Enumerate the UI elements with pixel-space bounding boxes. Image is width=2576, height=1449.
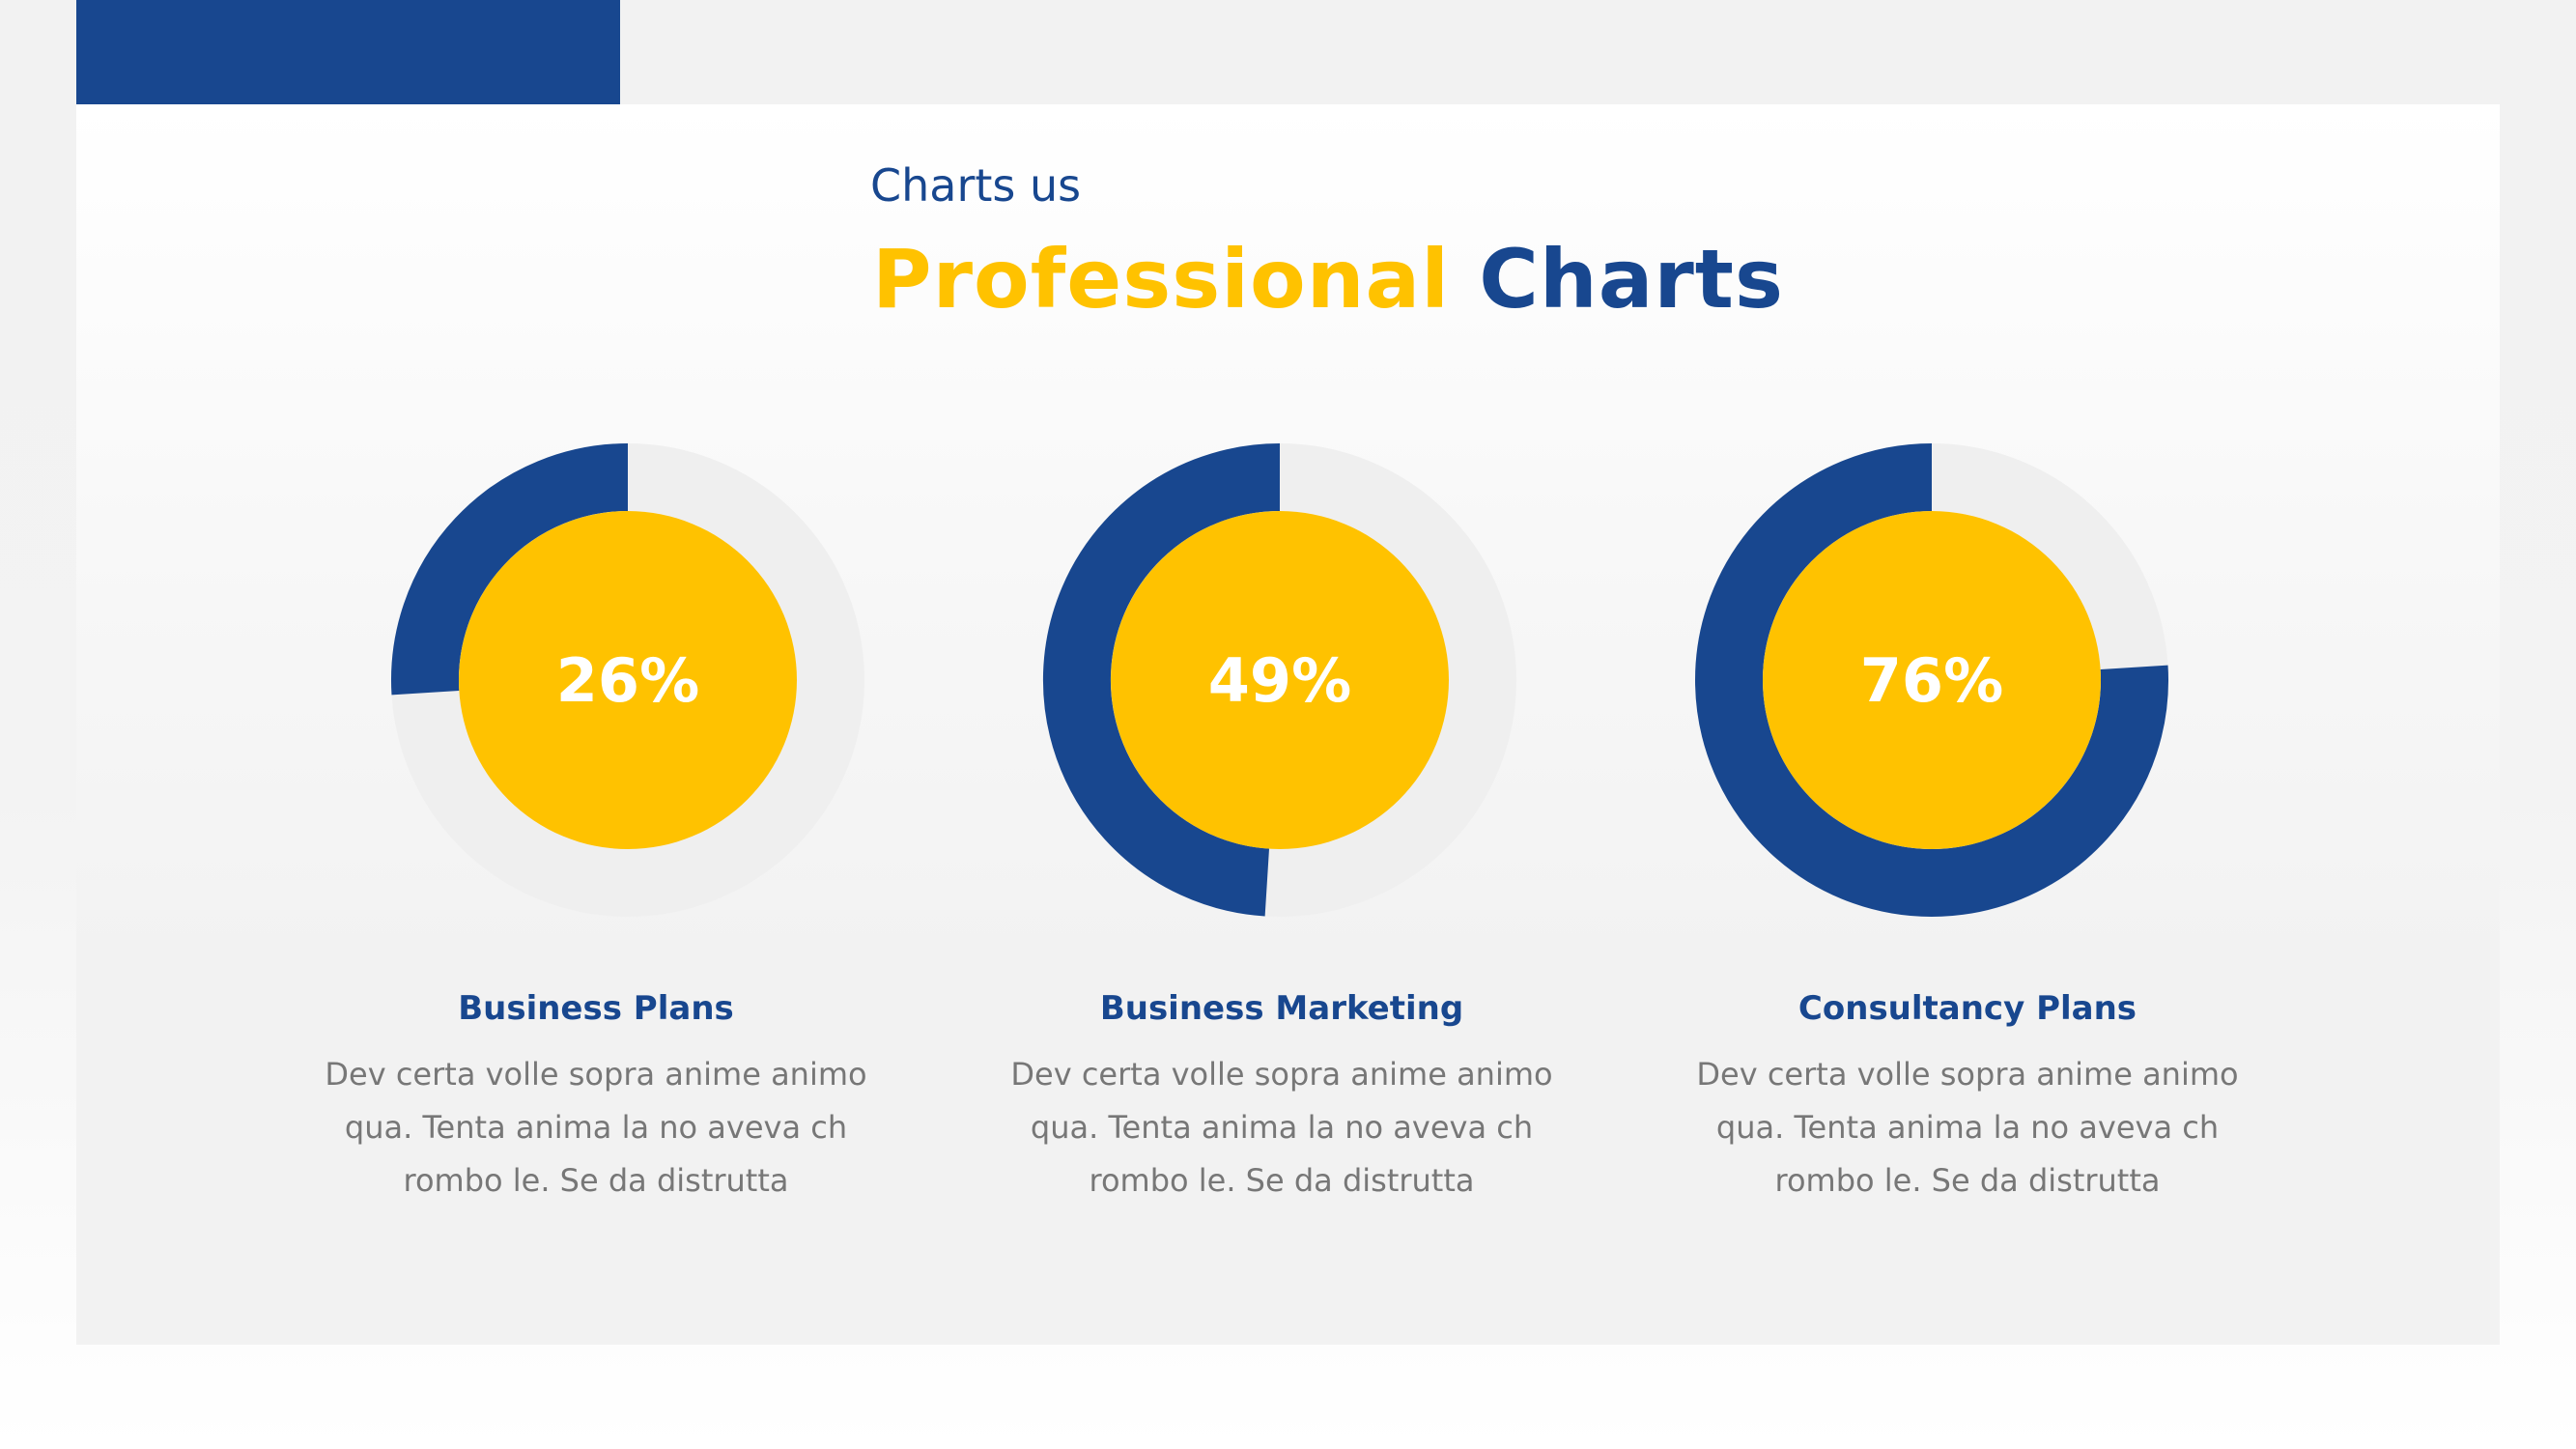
title-main-word: Charts: [1479, 232, 1784, 327]
card-title-business-plans: Business Plans: [458, 989, 734, 1028]
donut-value-label: 26%: [556, 645, 699, 716]
description-line: qua. Tenta anima la no aveva ch: [1030, 1109, 1534, 1146]
donut-progress-arc: [1042, 443, 1281, 917]
donut-chart-2: 49%: [1042, 443, 1516, 917]
donut-value-label: 76%: [1860, 645, 2003, 716]
title-accent-word: Professional: [872, 232, 1450, 327]
donut-chart-3: 76%: [1695, 443, 2168, 917]
donut-chart-1: 26%: [391, 443, 864, 917]
description-line: qua. Tenta anima la no aveva ch: [344, 1109, 848, 1146]
donut-value-label: 49%: [1208, 645, 1351, 716]
description-line: Dev certa volle sopra anime animo: [1696, 1056, 2239, 1093]
card-title-business-marketing: Business Marketing: [1099, 989, 1464, 1028]
description-line: rombo le. Se da distrutta: [1089, 1162, 1475, 1199]
donut-center: [1111, 511, 1449, 849]
card-title-consultancy-plans: Consultancy Plans: [1798, 989, 2137, 1028]
card-description: Dev certa volle sopra anime animo qua. T…: [1678, 1048, 2257, 1208]
page-title: Professional Charts: [872, 232, 1784, 327]
description-line: Dev certa volle sopra anime animo: [1010, 1056, 1553, 1093]
description-line: rombo le. Se da distrutta: [1774, 1162, 2161, 1199]
description-line: Dev certa volle sopra anime animo: [325, 1056, 867, 1093]
accent-bar: [76, 0, 620, 104]
description-line: qua. Tenta anima la no aveva ch: [1715, 1109, 2220, 1146]
card-description: Dev certa volle sopra anime animo qua. T…: [306, 1048, 886, 1208]
card-description: Dev certa volle sopra anime animo qua. T…: [992, 1048, 1571, 1208]
donut-center: [459, 511, 797, 849]
description-line: rombo le. Se da distrutta: [403, 1162, 789, 1199]
donut-progress-arc: [391, 443, 629, 696]
donut-center: [1763, 511, 2101, 849]
donut-progress-arc: [1695, 443, 2168, 917]
section-subtitle: Charts us: [870, 159, 1082, 212]
